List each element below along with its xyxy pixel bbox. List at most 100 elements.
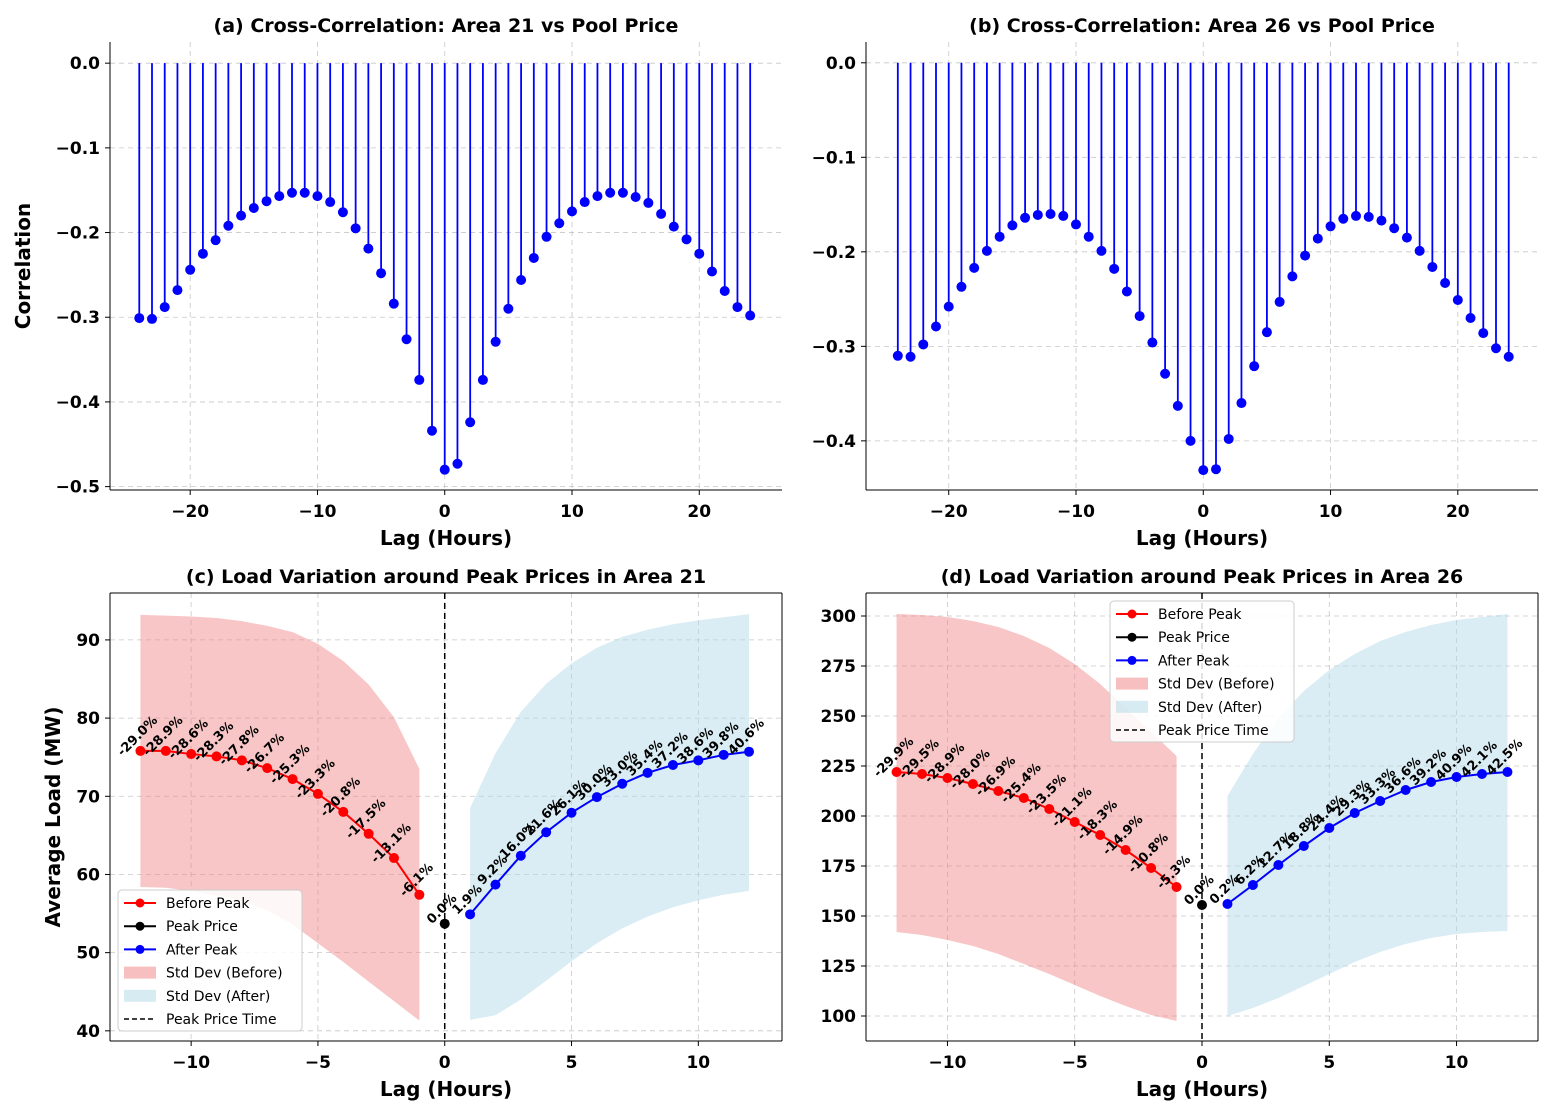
legend-marker-swatch	[1127, 655, 1137, 665]
stem-marker	[1160, 368, 1171, 379]
stem-marker	[1274, 296, 1285, 307]
stem-marker	[1287, 271, 1298, 282]
stem-marker	[1325, 221, 1336, 232]
y-tick-label: 225	[821, 757, 857, 777]
legend-patch-swatch	[124, 966, 156, 979]
before-peak-marker	[389, 853, 400, 864]
x-axis-label: Lag (Hours)	[1136, 1077, 1268, 1101]
y-tick-label: 80	[76, 709, 100, 729]
stem-marker	[617, 187, 628, 198]
legend-entry-label: Peak Price	[1158, 630, 1230, 646]
before-peak-marker	[160, 745, 171, 756]
y-axis-label: Correlation	[11, 203, 35, 329]
after-peak-marker	[515, 850, 526, 861]
after-peak-marker	[1247, 880, 1258, 890]
stem-marker	[312, 191, 323, 202]
y-tick-label: −0.5	[56, 478, 100, 498]
legend-patch-swatch	[1116, 677, 1148, 690]
before-peak-marker	[1171, 882, 1182, 892]
std-band-after	[1227, 614, 1508, 1016]
stem-marker	[1376, 215, 1387, 226]
after-peak-marker	[490, 879, 501, 890]
y-axis-label: Average Load (MW)	[41, 706, 65, 927]
legend-entry-label: Peak Price Time	[166, 1012, 277, 1028]
after-peak-marker	[1298, 841, 1309, 851]
x-tick-label: 0	[439, 502, 451, 522]
stem-marker	[1096, 245, 1107, 256]
peak-price-marker	[1197, 900, 1207, 910]
before-peak-marker	[1018, 793, 1029, 803]
stem-marker	[1312, 233, 1323, 244]
after-peak-marker	[1375, 796, 1386, 806]
after-peak-marker	[1324, 823, 1335, 833]
y-tick-label: 90	[76, 631, 100, 651]
legend-frame	[117, 889, 303, 1032]
y-tick-label: −0.3	[812, 337, 856, 357]
legend-marker-swatch	[135, 921, 145, 931]
before-peak-marker	[891, 767, 902, 777]
stem-marker	[147, 313, 157, 324]
before-peak-marker	[993, 786, 1004, 796]
stem-marker	[363, 243, 374, 254]
stem-marker	[656, 208, 667, 219]
after-peak-marker	[693, 755, 704, 766]
x-tick-label: −10	[299, 502, 337, 522]
x-tick-label: 0	[1196, 1053, 1208, 1073]
stem-marker	[579, 197, 590, 208]
stem-marker	[223, 220, 234, 231]
x-tick-label: 10	[686, 1053, 710, 1073]
y-tick-label: 250	[821, 707, 857, 727]
stem-marker	[1198, 465, 1209, 476]
stem-marker	[668, 221, 679, 232]
stem-marker	[325, 197, 336, 208]
stem-marker	[1121, 286, 1132, 297]
before-peak-marker	[917, 769, 927, 779]
y-tick-label: −0.4	[812, 432, 857, 452]
subplot-b: −20 −10 0 10 20 0.0 −0.1 −0.2 −0.3 −0.4 (b) Cross-…	[812, 15, 1538, 550]
stem-marker	[528, 252, 539, 263]
legend-frame	[1109, 600, 1295, 743]
stem-marker	[1109, 263, 1120, 274]
legend-entry-label: Std Dev (After)	[1158, 700, 1262, 716]
subplot-title: (c) Load Variation around Peak Prices in…	[186, 566, 706, 588]
stem-marker	[1389, 223, 1400, 234]
stem-marker	[1134, 311, 1145, 322]
y-tick-label: 125	[821, 957, 857, 977]
y-tick-label: 300	[821, 607, 857, 627]
legend-entry-label: Peak Price	[166, 919, 238, 935]
subplot-c: −10 −5 0 5 10405060708090-29.0%-28.9%-28.6%-…	[41, 566, 783, 1101]
x-tick-label: −5	[1062, 1053, 1088, 1073]
y-tick-label: 100	[821, 1007, 857, 1027]
stem-marker	[134, 313, 145, 324]
legend-entry-label: Before Peak	[1158, 607, 1242, 623]
stem-marker	[1071, 219, 1081, 230]
stem-marker	[172, 285, 183, 296]
before-peak-marker	[312, 788, 323, 799]
stem-marker	[516, 274, 527, 285]
stem-marker	[1440, 278, 1451, 289]
after-peak-marker	[1222, 899, 1233, 909]
after-peak-marker	[1477, 769, 1487, 779]
stem-marker	[681, 234, 692, 245]
stem-marker	[1401, 232, 1412, 243]
stem-marker	[1020, 212, 1031, 223]
y-tick-label: 175	[821, 857, 857, 877]
legend-marker-swatch	[1127, 609, 1137, 619]
legend-patch-swatch	[124, 989, 156, 1002]
before-peak-marker	[967, 779, 978, 789]
x-tick-label: 0	[439, 1053, 451, 1073]
stem-marker	[1338, 213, 1349, 224]
x-axis-label: Lag (Hours)	[380, 526, 512, 550]
x-tick-label: 5	[1323, 1053, 1335, 1073]
stem-marker	[969, 262, 980, 273]
stem-marker	[337, 207, 348, 218]
stem-marker	[981, 245, 992, 256]
stem-marker	[931, 321, 941, 332]
stem-marker	[414, 374, 425, 385]
stem-marker	[892, 350, 903, 361]
stem-marker	[1172, 400, 1183, 411]
stem-marker	[465, 417, 476, 428]
before-peak-marker	[414, 889, 425, 900]
stem-marker	[350, 223, 361, 234]
std-band-after	[470, 614, 750, 1020]
